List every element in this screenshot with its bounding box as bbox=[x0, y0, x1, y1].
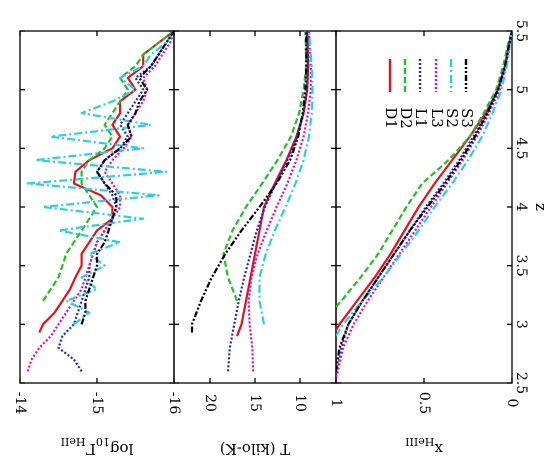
z-tick-label: 5 bbox=[513, 85, 529, 94]
z-tick-label: 2.5 bbox=[513, 372, 529, 394]
series-line-D1 bbox=[38, 31, 174, 333]
series-line-L1 bbox=[57, 31, 174, 372]
z-tick-label: 4.5 bbox=[513, 137, 529, 159]
panel-2-series bbox=[190, 31, 314, 372]
panel-3-series bbox=[336, 31, 512, 378]
panel-1-series bbox=[26, 31, 174, 372]
panel-1-ylabel: log10ΓHeII bbox=[61, 436, 134, 459]
value-tick-label: -14 bbox=[12, 392, 28, 415]
value-tick-label: 1 bbox=[328, 399, 344, 408]
series-line-L3 bbox=[336, 31, 512, 378]
legend-label-S3: S3 bbox=[458, 108, 476, 128]
panel-2-frame bbox=[173, 30, 337, 384]
z-tick-label: 3 bbox=[513, 320, 529, 329]
panel-3-frame bbox=[335, 30, 513, 384]
legend-label-L3: L3 bbox=[428, 108, 446, 128]
series-line-D2 bbox=[42, 31, 174, 302]
value-tick-label: 15 bbox=[247, 394, 263, 412]
value-tick-label: 10 bbox=[292, 394, 308, 412]
series-line-S2 bbox=[26, 31, 174, 326]
z-tick-label: 3.5 bbox=[513, 255, 529, 277]
panel-1-ylabel-part: Γ bbox=[85, 440, 95, 458]
value-tick-label: 0 bbox=[504, 399, 520, 408]
value-tick-label: 0.5 bbox=[416, 392, 432, 414]
series-line-D1 bbox=[235, 31, 310, 337]
z-tick-label: 5.5 bbox=[513, 20, 529, 42]
plot-area bbox=[19, 30, 513, 384]
series-line-L3 bbox=[247, 31, 312, 372]
panel-1-ylabel-part: HeII bbox=[61, 436, 86, 449]
z-tick-label: 4 bbox=[513, 203, 529, 212]
labels: -14 -15 -16 20 15 10 1 0.5 02.533.544.555.5zlog1… bbox=[12, 20, 549, 458]
value-tick-label: -16 bbox=[166, 392, 182, 415]
series-line-L1 bbox=[226, 31, 310, 372]
series-line-S2 bbox=[258, 31, 314, 325]
panel-3-ylabel: xHeIII bbox=[405, 436, 443, 459]
legend-label-D1: D1 bbox=[382, 107, 400, 129]
series-line-S3 bbox=[190, 31, 308, 333]
series-line-S3 bbox=[80, 31, 174, 325]
panel-1-ylabel-part: log bbox=[110, 440, 134, 458]
panel-2-ylabel: T (kilo-K) bbox=[220, 440, 290, 458]
panel-1-ylabel-part: 10 bbox=[96, 436, 110, 449]
series-line-L1 bbox=[336, 31, 512, 378]
series-line-L3 bbox=[26, 31, 174, 372]
legend-label-L1: L1 bbox=[412, 108, 430, 128]
panel-3-ylabel-part: x bbox=[434, 440, 443, 458]
z-axis-label: z bbox=[532, 203, 549, 211]
legend-label-D2: D2 bbox=[397, 107, 415, 129]
series-line-S2 bbox=[336, 31, 512, 337]
panel-3-ylabel-part: HeIII bbox=[405, 436, 434, 449]
value-tick-label: -15 bbox=[89, 392, 105, 415]
legend-label-S2: S2 bbox=[443, 108, 461, 128]
value-tick-label: 20 bbox=[202, 394, 218, 412]
series-line-D2 bbox=[336, 31, 512, 308]
series-line-S3 bbox=[336, 31, 512, 372]
